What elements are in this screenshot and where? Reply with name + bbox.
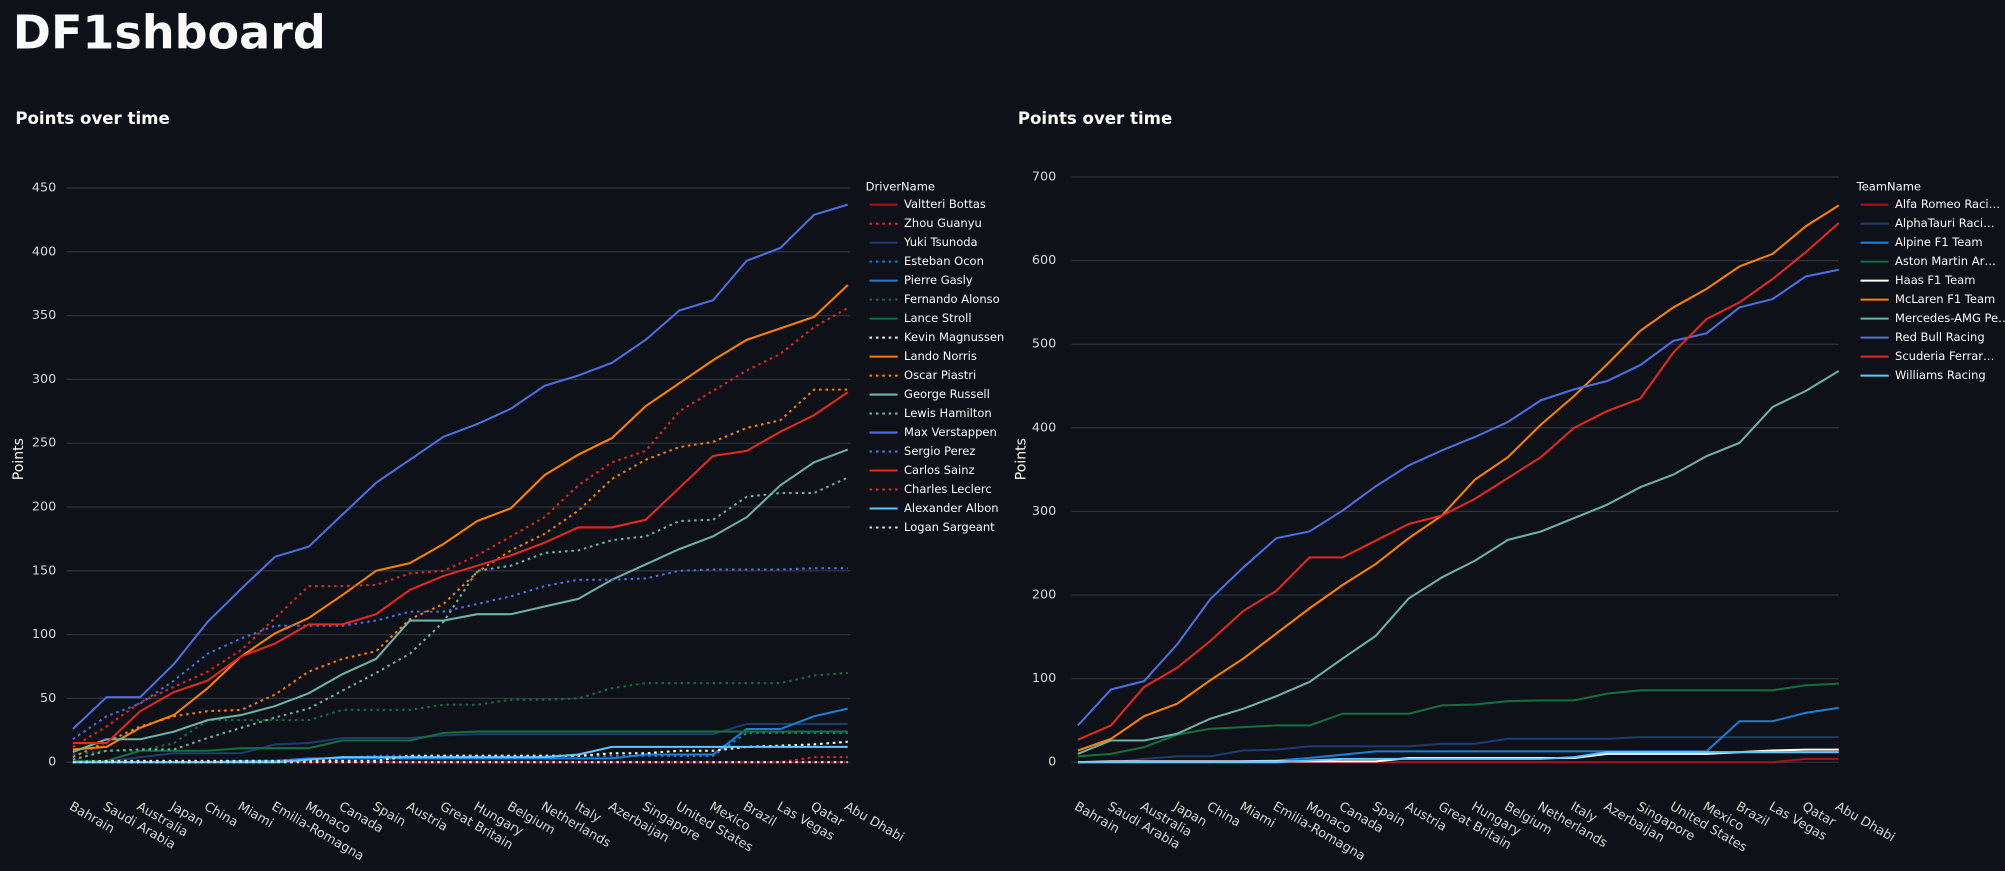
x-tick-label: Miami xyxy=(235,799,276,831)
legend-label: Mercedes-AMG Pe… xyxy=(1895,311,2005,325)
series-line xyxy=(1077,370,1840,755)
legend-title: DriverName xyxy=(866,179,935,193)
y-tick-label: 300 xyxy=(1032,504,1056,519)
y-tick-label: 350 xyxy=(32,308,56,323)
legend-label: McLaren F1 Team xyxy=(1895,292,1995,306)
series-line xyxy=(1077,204,1840,752)
y-tick-label: 200 xyxy=(32,500,56,515)
series-line xyxy=(1077,736,1839,764)
series-line xyxy=(72,448,849,753)
x-tick-label: Miami xyxy=(1237,799,1278,831)
legend-label: Red Bull Racing xyxy=(1895,330,1985,344)
legend-label: Alfa Romeo Raci… xyxy=(1895,197,2000,211)
series-line xyxy=(72,203,849,730)
y-axis-label: Points xyxy=(11,438,27,480)
y-tick-label: 100 xyxy=(1032,671,1056,686)
x-tick-label: Abu Dhabi xyxy=(841,799,906,845)
series-line xyxy=(1077,706,1839,764)
y-tick-label: 200 xyxy=(1032,588,1056,603)
legend-label: Alexander Albon xyxy=(904,501,999,515)
series-line xyxy=(72,476,849,761)
y-tick-label: 600 xyxy=(1032,253,1056,268)
y-tick-label: 450 xyxy=(32,181,56,196)
legend-label: Valtteri Bottas xyxy=(904,197,986,211)
legend-label: Carlos Sainz xyxy=(904,463,975,477)
series-line xyxy=(72,307,849,748)
page-title: DF1shboard xyxy=(13,6,326,60)
legend-label: Scuderia Ferrar… xyxy=(1895,349,1995,363)
legend-label: Yuki Tsunoda xyxy=(903,235,978,249)
x-tick-label: China xyxy=(201,799,240,830)
series-line xyxy=(72,567,848,741)
legend-label: Charles Leclerc xyxy=(904,482,992,496)
series-line xyxy=(1077,682,1839,758)
y-axis-label: Points xyxy=(1014,438,1030,480)
chart-title: Points over time xyxy=(1018,109,1172,128)
y-tick-label: 300 xyxy=(32,372,56,387)
legend-label: Esteban Ocon xyxy=(904,254,984,268)
x-tick-label: Abu Dhabi xyxy=(1832,799,1897,845)
y-tick-label: 500 xyxy=(1032,337,1056,352)
series-line xyxy=(1077,751,1839,764)
y-tick-label: 250 xyxy=(32,436,56,451)
y-tick-label: 100 xyxy=(32,627,56,642)
y-tick-label: 150 xyxy=(32,563,56,578)
y-tick-label: 0 xyxy=(1048,755,1056,770)
legend-label: Kevin Magnussen xyxy=(904,330,1004,344)
legend-label: Haas F1 Team xyxy=(1895,273,1975,287)
legend-label: Aston Martin Ar… xyxy=(1895,254,1996,268)
y-tick-label: 400 xyxy=(1032,420,1056,435)
series-line xyxy=(72,730,848,762)
legend-label: Logan Sargeant xyxy=(904,520,995,534)
legend-title: TeamName xyxy=(1856,179,1921,193)
series-line xyxy=(1077,222,1840,741)
chart-title: Points over time xyxy=(15,109,169,128)
legend-label: Lewis Hamilton xyxy=(904,406,992,420)
legend-label: Williams Racing xyxy=(1895,368,1986,382)
y-tick-label: 700 xyxy=(1032,170,1056,185)
y-tick-label: 50 xyxy=(40,691,56,706)
legend-label: Max Verstappen xyxy=(904,425,997,439)
legend-label: Pierre Gasly xyxy=(904,273,973,287)
series-line xyxy=(72,391,849,745)
legend-label: Sergio Perez xyxy=(904,444,975,458)
series-line xyxy=(72,284,849,751)
legend-label: Alpine F1 Team xyxy=(1895,235,1983,249)
y-tick-label: 0 xyxy=(48,755,56,770)
legend-label: Zhou Guanyu xyxy=(904,216,982,230)
legend-label: AlphaTauri Raci… xyxy=(1895,216,1995,230)
legend-label: Oscar Piastri xyxy=(904,368,976,382)
x-tick-label: China xyxy=(1204,799,1243,830)
series-line xyxy=(1077,268,1839,727)
series-line xyxy=(72,740,848,764)
legend-label: George Russell xyxy=(904,387,990,401)
series-line xyxy=(72,671,848,756)
legend-label: Lance Stroll xyxy=(904,311,972,325)
legend-label: Fernando Alonso xyxy=(904,292,1000,306)
legend-label: Lando Norris xyxy=(904,349,977,363)
y-tick-label: 400 xyxy=(32,244,56,259)
